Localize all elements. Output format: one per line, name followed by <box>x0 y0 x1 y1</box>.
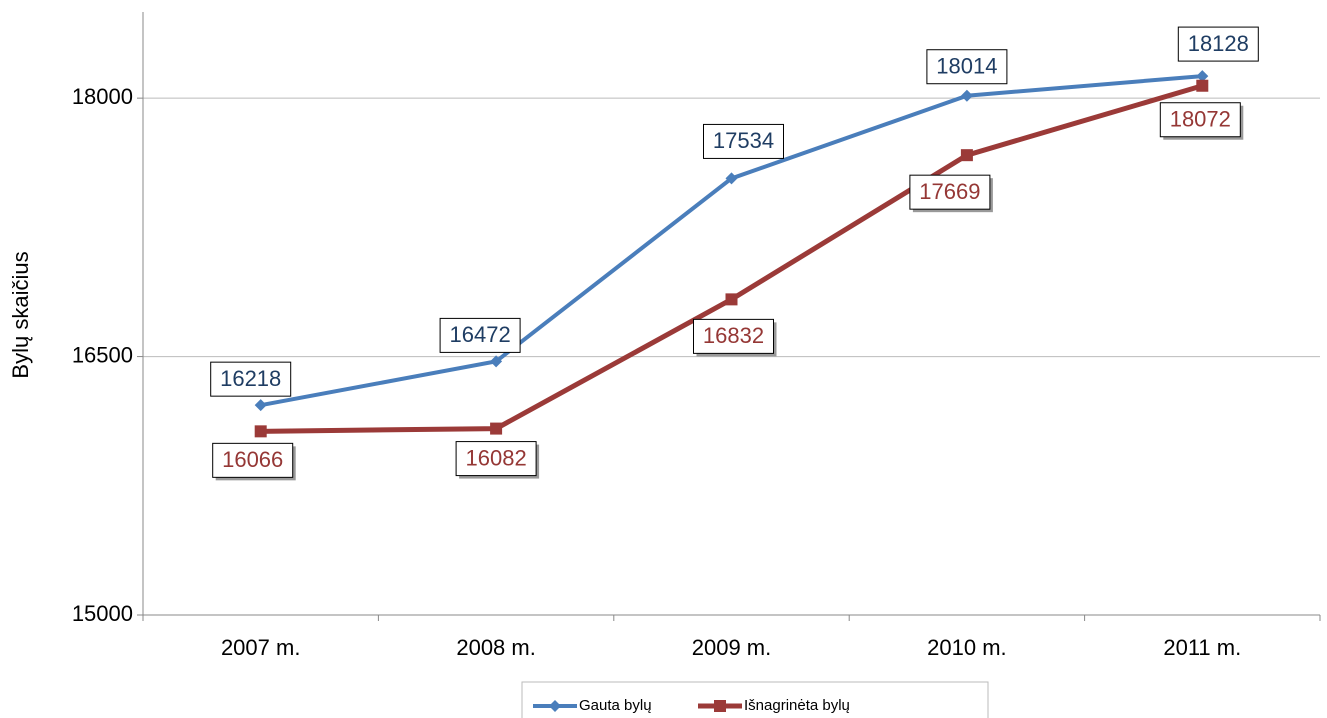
marker <box>1196 79 1209 92</box>
marker <box>254 399 267 412</box>
legend-box <box>521 681 989 718</box>
marker <box>960 89 973 102</box>
marker <box>714 700 726 712</box>
label-box <box>1177 26 1259 62</box>
data-label: 18128 <box>1188 31 1249 56</box>
marker <box>960 149 973 162</box>
label-box <box>909 174 991 210</box>
marker <box>725 293 738 306</box>
label-box <box>926 49 1008 85</box>
marker <box>490 422 503 435</box>
label-box <box>439 317 521 353</box>
y-tick-label: 16500 <box>72 342 133 367</box>
label-box <box>703 123 784 159</box>
marker <box>549 700 561 712</box>
label-box <box>455 441 537 477</box>
data-label: 16472 <box>450 322 511 347</box>
label-box <box>693 318 774 354</box>
legend-label: Gauta bylų <box>579 697 652 714</box>
label-box <box>1159 102 1241 138</box>
data-label: 16082 <box>466 445 527 470</box>
marker <box>1196 70 1209 83</box>
label-box <box>212 442 294 478</box>
marker <box>254 425 267 438</box>
x-tick-label: 2009 m. <box>692 635 772 660</box>
x-tick-label: 2011 m. <box>1163 635 1241 660</box>
legend-label: Išnagrinėta bylų <box>744 697 850 714</box>
data-label: 18072 <box>1170 107 1231 132</box>
x-tick-label: 2010 m. <box>927 635 1007 660</box>
marker <box>725 172 738 185</box>
y-axis-label: Bylų skaičius <box>8 251 33 378</box>
data-label: 18014 <box>936 54 997 79</box>
data-label: 17534 <box>713 128 774 153</box>
data-label: 16066 <box>222 447 283 472</box>
data-label: 17669 <box>919 179 980 204</box>
marker <box>490 355 503 368</box>
y-tick-label: 15000 <box>72 601 133 626</box>
x-tick-label: 2008 m. <box>456 635 536 660</box>
x-tick-label: 2007 m. <box>221 635 301 660</box>
y-tick-label: 18000 <box>72 84 133 109</box>
label-box <box>210 361 292 397</box>
data-label: 16218 <box>220 366 281 391</box>
data-label: 16832 <box>703 323 764 348</box>
